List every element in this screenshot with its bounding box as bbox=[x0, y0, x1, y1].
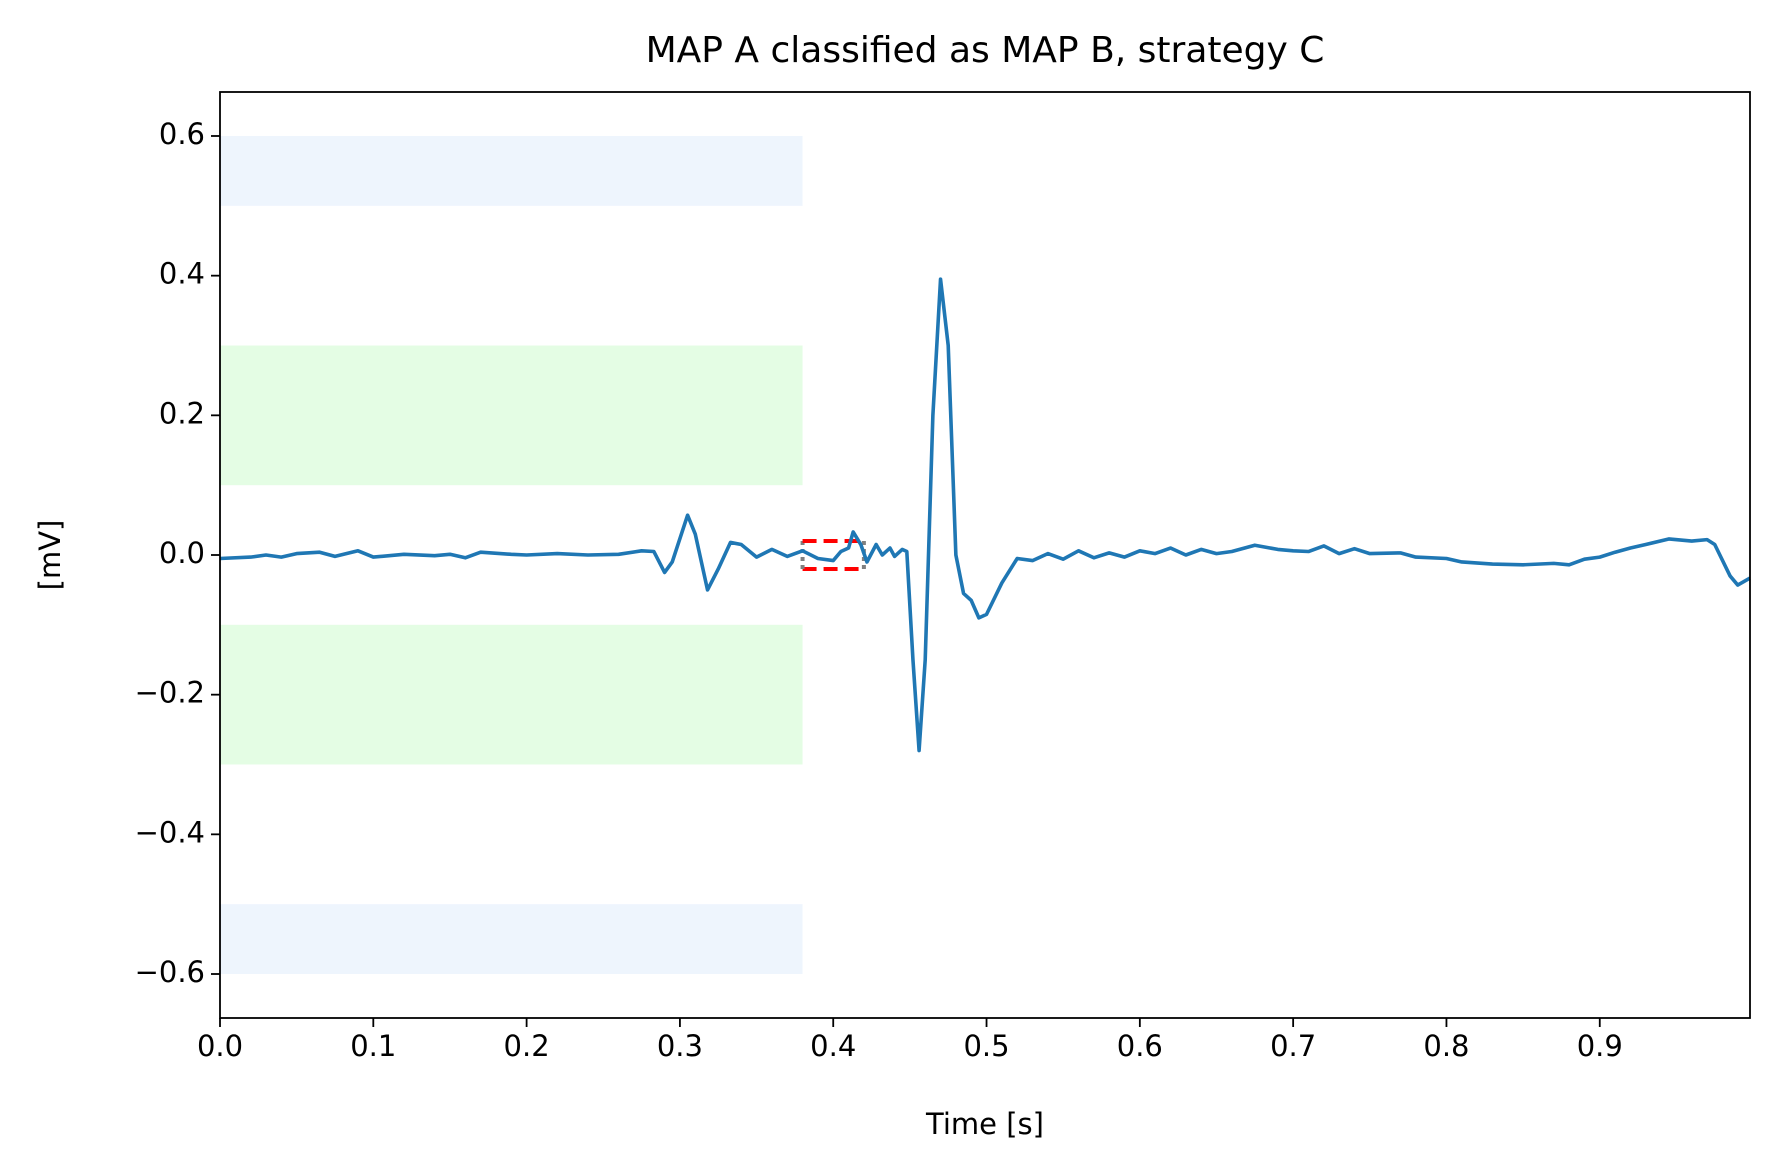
x-tick-label: 0.5 bbox=[963, 1029, 1009, 1063]
band bbox=[220, 345, 803, 486]
y-tick-label: −0.4 bbox=[135, 815, 205, 849]
y-tick-label: 0.0 bbox=[159, 536, 205, 570]
band bbox=[220, 904, 803, 975]
x-tick-label: 0.9 bbox=[1577, 1029, 1623, 1063]
x-tick-label: 0.6 bbox=[1117, 1029, 1163, 1063]
x-tick-label: 0.0 bbox=[197, 1029, 243, 1063]
x-tick-label: 0.7 bbox=[1270, 1029, 1316, 1063]
y-tick-label: 0.4 bbox=[159, 257, 205, 291]
band bbox=[220, 624, 803, 765]
y-tick-label: −0.6 bbox=[135, 955, 205, 989]
signal-line bbox=[219, 277, 1751, 753]
band bbox=[220, 135, 803, 206]
y-tick-label: 0.2 bbox=[159, 396, 205, 430]
chart-title: MAP A classified as MAP B, strategy C bbox=[646, 30, 1325, 71]
x-tick-label: 0.8 bbox=[1423, 1029, 1469, 1063]
x-tick-label: 0.3 bbox=[657, 1029, 703, 1063]
y-axis-label: [mV] bbox=[33, 520, 67, 591]
y-tick-label: 0.6 bbox=[159, 117, 205, 151]
x-tick-label: 0.2 bbox=[504, 1029, 550, 1063]
x-tick-label: 0.4 bbox=[810, 1029, 856, 1063]
x-axis-label: Time [s] bbox=[925, 1107, 1044, 1141]
x-tick-label: 0.1 bbox=[350, 1029, 396, 1063]
y-tick-label: −0.2 bbox=[135, 676, 205, 710]
